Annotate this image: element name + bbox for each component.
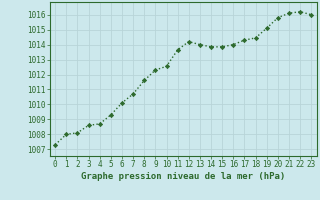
- X-axis label: Graphe pression niveau de la mer (hPa): Graphe pression niveau de la mer (hPa): [81, 172, 285, 181]
